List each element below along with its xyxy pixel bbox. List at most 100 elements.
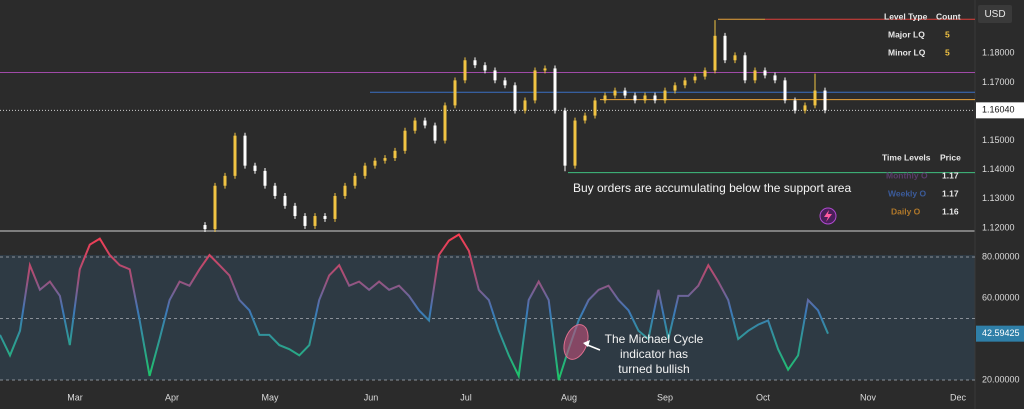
candle-body (693, 76, 697, 81)
table-cell: 1.16 (942, 206, 959, 216)
candle-body (503, 80, 507, 86)
candle-body (323, 216, 327, 219)
x-tick-label: Mar (67, 392, 83, 402)
x-tick-label: Oct (756, 392, 771, 402)
candle-body (343, 185, 347, 196)
x-tick-label: Sep (657, 392, 673, 402)
candle-body (663, 90, 667, 101)
x-tick-label: Jul (460, 392, 472, 402)
candle-body (383, 158, 387, 161)
y-tick-label: 20.00000 (982, 374, 1020, 384)
candle-body (653, 95, 657, 101)
candle-body (753, 70, 757, 81)
x-tick-label: Apr (165, 392, 179, 402)
candle-body (263, 170, 267, 186)
candle-body (703, 70, 707, 77)
candle-body (433, 125, 437, 141)
table-cell: Monthly O (886, 170, 928, 180)
candle-body (823, 90, 827, 111)
candle-body (583, 115, 587, 121)
candle-body (353, 175, 357, 186)
x-tick-label: May (261, 392, 279, 402)
candle-body (413, 120, 417, 131)
currency-box (978, 5, 1012, 23)
candle-body (333, 195, 337, 219)
candle-body (523, 100, 527, 111)
candle-body (713, 35, 717, 71)
icon-bolt (824, 210, 832, 222)
candle-body (733, 55, 737, 61)
candle-body (273, 185, 277, 196)
candle-body (773, 75, 777, 81)
candle-body (423, 120, 427, 126)
candle-body (613, 90, 617, 96)
candle-body (313, 216, 317, 226)
candle-body (463, 60, 467, 81)
candle-body (723, 35, 727, 61)
candle-body (743, 55, 747, 81)
y-tick-label: 80.00000 (982, 251, 1020, 261)
tables: Level Type Count Major LQ 5 Minor LQ 5 T… (882, 11, 961, 216)
y-tick-label: 1.12000 (982, 222, 1015, 232)
candle-body (513, 85, 517, 111)
y-tick-label: 1.17000 (982, 77, 1015, 87)
table-header: Level Type (884, 11, 928, 21)
x-tick-label: Aug (561, 392, 577, 402)
candle-body (483, 65, 487, 71)
candle-body (643, 95, 647, 101)
y-tick-label: 1.18000 (982, 48, 1015, 58)
candle-body (453, 80, 457, 106)
candle-body (553, 68, 557, 111)
last-price-box (976, 102, 1024, 119)
y-tick-label: 60.00000 (982, 292, 1020, 302)
annotation: turned bullish (618, 362, 689, 376)
table-header: Time Levels (882, 152, 931, 162)
candle-body (543, 68, 547, 71)
table-cell: Major LQ (888, 29, 925, 39)
oscillator-line (0, 233, 829, 381)
candle-body (593, 100, 597, 116)
y-tick-label: 1.15000 (982, 135, 1015, 145)
candle-body (683, 80, 687, 86)
annotation: indicator has (620, 347, 688, 361)
candle-body (363, 165, 367, 176)
annotation: Buy orders are accumulating below the su… (573, 181, 851, 195)
candle-body (813, 90, 817, 106)
candle-body (793, 100, 797, 111)
candle-body (603, 95, 607, 101)
candle-body (223, 175, 227, 186)
last-price-label: 1.16040 (982, 105, 1015, 115)
candle-body (563, 110, 567, 166)
candle-body (283, 195, 287, 206)
last-value-box (976, 325, 1024, 342)
table-cell: 1.17 (942, 188, 959, 198)
arrow-head (583, 340, 590, 347)
candle-body (303, 216, 307, 226)
candle-body (233, 135, 237, 176)
candle-body (533, 70, 537, 101)
x-tick-label: Dec (950, 392, 967, 402)
candle-body (573, 120, 577, 166)
candle-body (213, 185, 217, 230)
table-cell: Weekly O (888, 188, 927, 198)
candle-body (493, 70, 497, 81)
y-tick-label: 1.14000 (982, 164, 1015, 174)
candle-body (633, 95, 637, 101)
candle-body (293, 205, 297, 217)
candle-body (763, 70, 767, 76)
candle-body (473, 60, 477, 66)
candle-body (623, 90, 627, 96)
currency: USD (984, 9, 1005, 20)
y-tick-label: 1.13000 (982, 193, 1015, 203)
table-cell: 5 (945, 47, 950, 57)
table-cell: Minor LQ (888, 47, 926, 57)
candle-body (443, 105, 447, 141)
x-tick-label: Jun (364, 392, 379, 402)
table-cell: 1.17 (942, 170, 959, 180)
candle-body (393, 150, 397, 159)
candle-body (403, 130, 407, 151)
x-tick-label: Nov (860, 392, 877, 402)
candle-body (243, 135, 247, 166)
candle-body (673, 85, 677, 91)
